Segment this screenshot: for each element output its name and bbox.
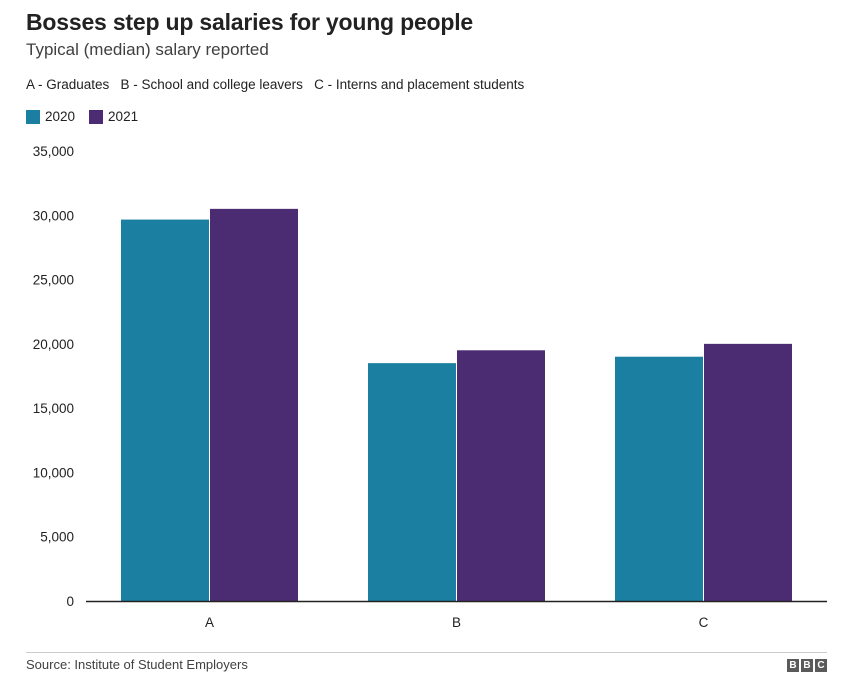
bar-c-2021 — [704, 343, 792, 601]
y-tick-label: 30,000 — [33, 208, 74, 223]
bar-a-2020 — [121, 219, 209, 601]
y-tick-label: 0 — [66, 594, 74, 609]
footer-divider — [26, 652, 827, 653]
source-note: Source: Institute of Student Employers — [26, 657, 248, 672]
y-tick-label: 10,000 — [33, 465, 74, 480]
legend-label-2021: 2021 — [108, 109, 139, 124]
category-key-note: A - Graduates B - School and college lea… — [26, 77, 525, 92]
bbc-logo-letter: B — [787, 659, 799, 672]
bbc-logo: B B C — [787, 659, 827, 672]
legend-item-2020: 2020 — [26, 109, 75, 124]
bar-c-2020 — [615, 356, 703, 601]
bar-chart: 0 5,000 10,000 15,000 20,000 25,000 30,000 35,0… — [33, 144, 827, 630]
bbc-logo-letter: B — [801, 659, 813, 672]
legend-swatch-2020 — [26, 109, 40, 124]
x-tick-label: A — [205, 615, 214, 630]
y-tick-label: 35,000 — [33, 144, 74, 159]
legend-swatch-2021 — [89, 109, 104, 124]
legend: 2020 2021 — [26, 109, 138, 124]
legend-label-2020: 2020 — [45, 109, 76, 124]
bar-b-2021 — [457, 350, 545, 601]
chart-subtitle: Typical (median) salary reported — [26, 40, 269, 59]
bbc-logo-letter: C — [815, 659, 827, 672]
y-tick-label: 20,000 — [33, 337, 74, 352]
legend-item-2021: 2021 — [89, 109, 138, 124]
x-tick-label: B — [452, 615, 461, 630]
y-tick-label: 25,000 — [33, 273, 74, 288]
y-tick-label: 5,000 — [40, 530, 74, 545]
bar-b-2020 — [368, 363, 456, 601]
x-tick-label: C — [699, 615, 709, 630]
bar-a-2021 — [210, 208, 298, 601]
chart-title: Bosses step up salaries for young people — [26, 9, 474, 35]
y-tick-label: 15,000 — [33, 401, 74, 416]
